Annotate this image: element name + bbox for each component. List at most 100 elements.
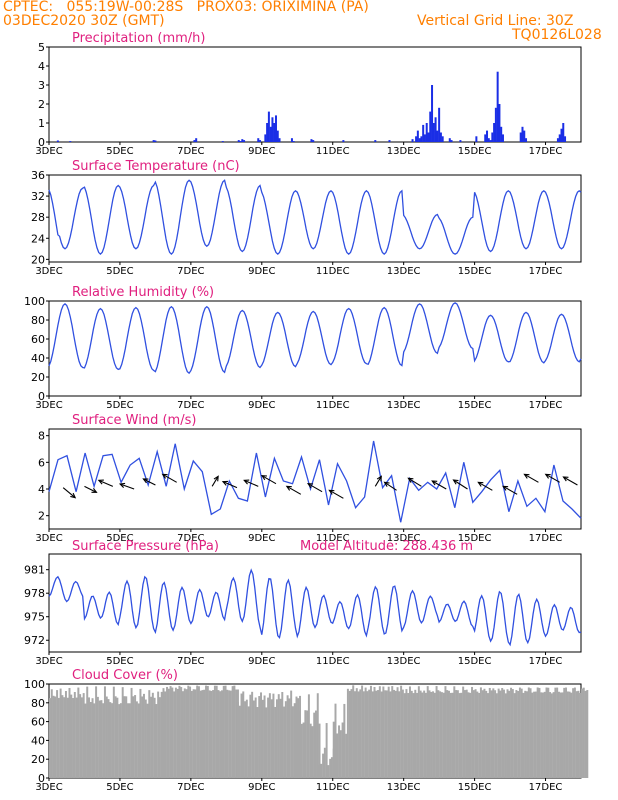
precip-bar: [266, 123, 269, 142]
cloud-bar: [274, 706, 277, 778]
cloud-bar: [437, 690, 440, 778]
cloud-bar: [54, 696, 57, 778]
x-tick-label: 9DEC: [248, 400, 275, 411]
precip-bar: [484, 134, 487, 142]
cloud-bar: [222, 685, 225, 778]
y-tick-label: 20: [31, 371, 45, 384]
cloud-bar: [153, 697, 156, 778]
cloud-bar: [75, 697, 78, 778]
wind-arrow: [563, 476, 578, 486]
cloud-bar: [378, 686, 381, 778]
cloud-bar: [371, 691, 374, 778]
cloud-bar: [121, 687, 124, 778]
cloud-bar: [433, 692, 436, 778]
x-tick-label: 7DEC: [177, 400, 204, 411]
precip-bar: [195, 138, 198, 142]
precip-bar: [415, 136, 418, 142]
wind-arrow: [524, 473, 539, 483]
x-tick-label: 15DEC: [458, 782, 492, 793]
cloud-bar: [185, 689, 188, 778]
cloud-bar: [529, 688, 532, 778]
cloud-bar: [527, 687, 530, 778]
y-tick-label: 8: [38, 430, 45, 443]
cloud-bar: [318, 723, 321, 778]
cloud-bar: [332, 721, 335, 778]
panel-frame: [48, 553, 582, 653]
cloud-bar: [286, 695, 289, 778]
precip-bar: [431, 85, 434, 142]
cloud-bar: [343, 703, 346, 778]
cloud-bar: [316, 693, 319, 778]
precip-bar: [475, 136, 478, 142]
x-tick-label: 7DEC: [177, 656, 204, 667]
x-tick-label: 13DEC: [387, 782, 421, 793]
cloud-bar: [432, 691, 435, 778]
cloud-bar: [362, 691, 365, 778]
cloud-bar: [476, 691, 479, 778]
panel-title: Precipitation (mm/h): [72, 31, 205, 46]
precip-bar: [487, 138, 490, 142]
cloud-bar: [176, 688, 179, 778]
wind-arrow: [502, 485, 518, 495]
cloud-bar: [135, 701, 138, 778]
y-tick-label: 32: [31, 190, 45, 203]
cloud-bar: [357, 691, 360, 778]
wind-arrow-head: [285, 485, 292, 491]
cloud-bar: [568, 691, 571, 778]
cloud-bar: [208, 690, 211, 778]
cloud-bar: [275, 699, 278, 778]
cloud-bar: [511, 689, 514, 778]
cloud-bar: [84, 703, 87, 778]
cloud-bar: [219, 691, 222, 778]
cloud-bar: [251, 691, 254, 778]
cloud-bar: [315, 710, 317, 778]
cloud-bar: [150, 696, 153, 778]
wind-arrow-head: [452, 479, 459, 485]
cloud-bar: [393, 689, 395, 778]
precip-bar: [432, 123, 435, 142]
cloud-bar: [304, 710, 307, 778]
precip-bar: [411, 139, 414, 142]
header-date: 03DEC2020 30Z (GMT): [3, 13, 165, 29]
cloud-bar: [355, 688, 358, 778]
y-tick-label: 0: [38, 390, 45, 403]
wind-arrow-head: [213, 475, 219, 482]
cloud-bar: [144, 699, 147, 778]
precip-bar: [501, 134, 504, 142]
cloud-bar: [327, 765, 330, 778]
cloud-bar: [492, 688, 495, 778]
cloud-bar: [556, 687, 559, 778]
y-tick-label: 6: [38, 456, 45, 469]
panel-title: Cloud Cover (%): [72, 668, 178, 683]
cloud-bar: [311, 726, 314, 778]
cloud-bar: [233, 685, 236, 778]
y-tick-label: 972: [24, 634, 45, 647]
wind-arrow-head: [383, 481, 390, 487]
cloud-bar: [382, 686, 385, 778]
cloud-bar: [368, 689, 371, 778]
panel-frame: [48, 300, 582, 397]
cloud-bar: [534, 691, 537, 778]
header-location: CPTEC: 055:19W-00:28S PROX03: ORIXIMINA …: [3, 0, 369, 15]
precip-bar: [556, 138, 559, 142]
cloud-bar: [545, 687, 548, 778]
precip-bar: [69, 141, 72, 142]
wind-arrow-head: [97, 479, 104, 485]
y-tick-label: 0: [38, 772, 45, 785]
cloud-bar: [160, 691, 163, 778]
cloud-bar: [407, 693, 410, 778]
wind-arrow-head: [91, 488, 98, 493]
precip-bar: [374, 140, 377, 142]
cloud-bar: [586, 690, 589, 778]
cloud-bar: [103, 686, 106, 778]
panel-subtitle: Model Altitude: 288.436 m: [300, 539, 473, 554]
cloud-bar: [540, 692, 543, 778]
wind-arrow: [119, 483, 135, 490]
cloud-bar: [100, 700, 103, 778]
precip-bar: [450, 140, 453, 142]
cloud-bar: [221, 690, 223, 778]
cloud-bar: [68, 687, 71, 778]
cloud-bar: [201, 690, 204, 778]
cloud-bar: [291, 706, 294, 778]
wind-arrow-head: [221, 480, 228, 486]
